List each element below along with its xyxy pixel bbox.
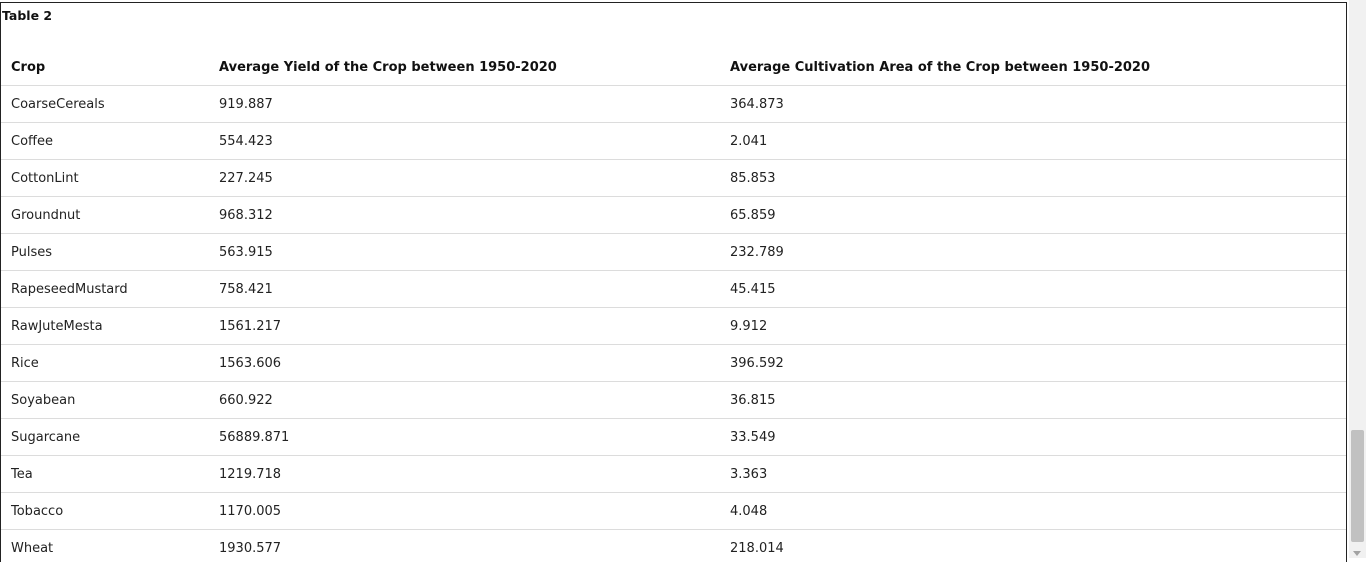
cell-crop: CoarseCereals <box>1 86 209 123</box>
cell-crop: Pulses <box>1 234 209 271</box>
cell-area: 36.815 <box>720 382 1347 419</box>
table-body: CoarseCereals 919.887 364.873 Coffee 554… <box>1 86 1347 562</box>
table-row: Soyabean 660.922 36.815 <box>1 382 1347 419</box>
cell-crop: RapeseedMustard <box>1 271 209 308</box>
cell-yield: 1219.718 <box>209 456 720 493</box>
cell-area: 45.415 <box>720 271 1347 308</box>
cell-yield: 1563.606 <box>209 345 720 382</box>
vertical-scrollbar[interactable] <box>1349 0 1366 558</box>
cell-area: 2.041 <box>720 123 1347 160</box>
table-caption: Table 2 <box>2 8 52 23</box>
table-header-row: Crop Average Yield of the Crop between 1… <box>1 49 1347 86</box>
cell-yield: 227.245 <box>209 160 720 197</box>
table-row: Pulses 563.915 232.789 <box>1 234 1347 271</box>
cell-area: 65.859 <box>720 197 1347 234</box>
cell-yield: 919.887 <box>209 86 720 123</box>
cell-yield: 1561.217 <box>209 308 720 345</box>
table-row: RawJuteMesta 1561.217 9.912 <box>1 308 1347 345</box>
cell-crop: Coffee <box>1 123 209 160</box>
cell-yield: 968.312 <box>209 197 720 234</box>
cell-yield: 56889.871 <box>209 419 720 456</box>
table-row: Tobacco 1170.005 4.048 <box>1 493 1347 530</box>
cell-crop: Tobacco <box>1 493 209 530</box>
cell-yield: 1170.005 <box>209 493 720 530</box>
cell-yield: 758.421 <box>209 271 720 308</box>
crop-table: Crop Average Yield of the Crop between 1… <box>1 49 1347 562</box>
cell-yield: 1930.577 <box>209 530 720 562</box>
cell-yield: 660.922 <box>209 382 720 419</box>
cell-area: 218.014 <box>720 530 1347 562</box>
cell-crop: RawJuteMesta <box>1 308 209 345</box>
column-header-crop: Crop <box>1 49 209 86</box>
scrollbar-thumb[interactable] <box>1351 430 1364 542</box>
cell-crop: CottonLint <box>1 160 209 197</box>
table-row: CoarseCereals 919.887 364.873 <box>1 86 1347 123</box>
table-row: Groundnut 968.312 65.859 <box>1 197 1347 234</box>
table-row: CottonLint 227.245 85.853 <box>1 160 1347 197</box>
cell-crop: Rice <box>1 345 209 382</box>
table-row: Rice 1563.606 396.592 <box>1 345 1347 382</box>
cell-area: 396.592 <box>720 345 1347 382</box>
cell-crop: Tea <box>1 456 209 493</box>
cell-crop: Groundnut <box>1 197 209 234</box>
cell-area: 232.789 <box>720 234 1347 271</box>
cell-area: 33.549 <box>720 419 1347 456</box>
column-header-average-cultivation-area: Average Cultivation Area of the Crop bet… <box>720 49 1347 86</box>
column-header-average-yield: Average Yield of the Crop between 1950-2… <box>209 49 720 86</box>
cell-yield: 563.915 <box>209 234 720 271</box>
cell-area: 364.873 <box>720 86 1347 123</box>
cell-area: 4.048 <box>720 493 1347 530</box>
cell-area: 85.853 <box>720 160 1347 197</box>
table-row: Coffee 554.423 2.041 <box>1 123 1347 160</box>
table-row: Tea 1219.718 3.363 <box>1 456 1347 493</box>
table-row: Wheat 1930.577 218.014 <box>1 530 1347 562</box>
cell-crop: Sugarcane <box>1 419 209 456</box>
table-row: RapeseedMustard 758.421 45.415 <box>1 271 1347 308</box>
cell-yield: 554.423 <box>209 123 720 160</box>
cell-area: 3.363 <box>720 456 1347 493</box>
table-row: Sugarcane 56889.871 33.549 <box>1 419 1347 456</box>
cell-crop: Soyabean <box>1 382 209 419</box>
cell-crop: Wheat <box>1 530 209 562</box>
chevron-down-icon[interactable] <box>1353 551 1361 556</box>
cell-area: 9.912 <box>720 308 1347 345</box>
